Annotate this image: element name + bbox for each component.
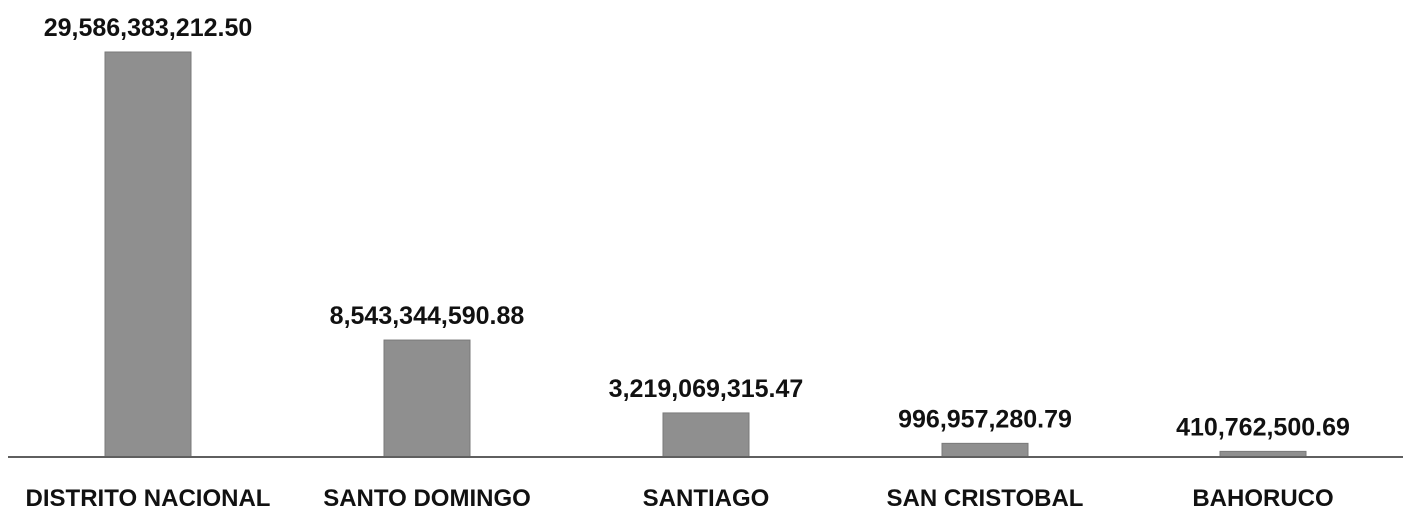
bar-2 xyxy=(662,412,750,458)
bar-3 xyxy=(941,442,1029,458)
data-label-2: 3,219,069,315.47 xyxy=(609,375,804,403)
data-label-1: 8,543,344,590.88 xyxy=(330,302,525,330)
category-label-3: SAN CRISTOBAL xyxy=(887,485,1084,512)
category-label-0: DISTRITO NACIONAL xyxy=(26,485,271,512)
bar-1 xyxy=(383,339,471,458)
data-label-4: 410,762,500.69 xyxy=(1176,413,1350,441)
category-label-2: SANTIAGO xyxy=(643,485,770,512)
labels-layer: 29,586,383,212.50 DISTRITO NACIONAL 8,543,… xyxy=(26,14,1350,512)
bar-0 xyxy=(104,51,192,458)
category-label-1: SANTO DOMINGO xyxy=(323,485,531,512)
bars-layer xyxy=(104,51,1307,458)
data-label-0: 29,586,383,212.50 xyxy=(44,14,253,42)
category-label-4: BAHORUCO xyxy=(1192,485,1333,512)
data-label-3: 996,957,280.79 xyxy=(898,405,1072,433)
